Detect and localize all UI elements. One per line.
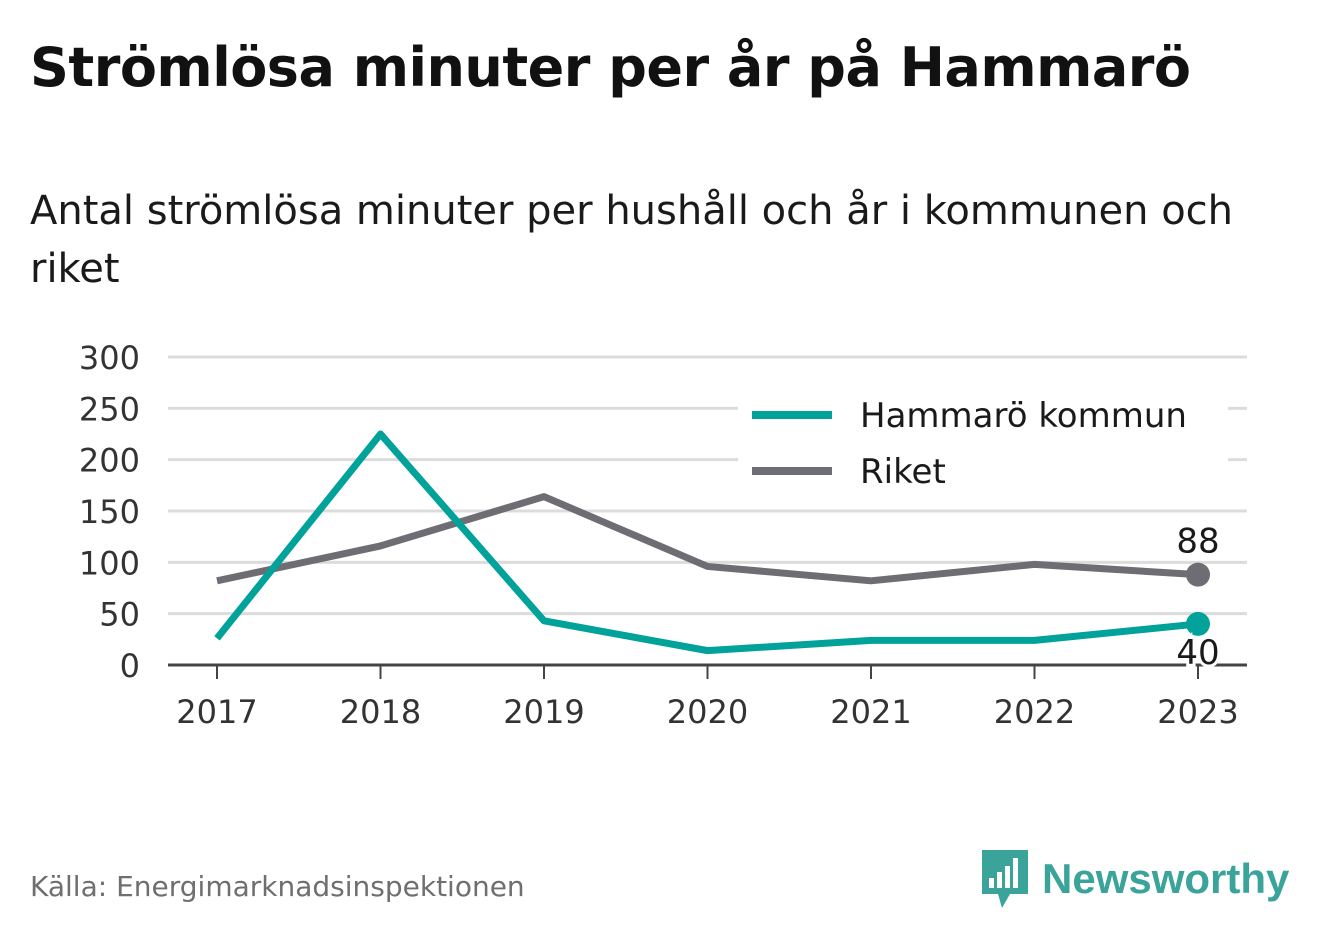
x-axis-ticks: 2017 2018 2019 2020 2021 2022 2023 <box>176 665 1239 731</box>
chart-subtitle: Antal strömlösa minuter per hushåll och … <box>30 188 1234 292</box>
series-line <box>214 430 1199 655</box>
y-tick-label: 200 <box>79 442 140 480</box>
legend: Hammarö kommun Riket <box>738 389 1228 497</box>
legend-label: Riket <box>860 452 946 492</box>
series-end-point <box>1186 562 1210 587</box>
x-tick-label: 2018 <box>340 693 421 731</box>
y-tick-label: 50 <box>99 596 140 634</box>
y-axis-ticks: 0 50 100 150 200 250 300 <box>79 339 140 685</box>
newsworthy-logo-icon <box>982 850 1028 908</box>
legend-label: Hammarö kommun <box>860 396 1187 436</box>
x-tick-label: 2017 <box>176 693 257 731</box>
series-lines: 88 40 <box>214 430 1223 676</box>
y-tick-label: 150 <box>79 493 140 531</box>
x-tick-label: 2022 <box>994 693 1075 731</box>
brand-logo: Newsworthy <box>980 848 1289 910</box>
x-tick-label: 2020 <box>667 693 748 731</box>
chart-title: Strömlösa minuter per år på Hammarö <box>30 36 1191 99</box>
y-tick-label: 250 <box>79 390 140 428</box>
source-note: Källa: Energimarknadsinspektionen <box>30 870 525 903</box>
y-tick-label: 100 <box>79 544 140 582</box>
x-tick-label: 2021 <box>830 693 911 731</box>
data-label: 40 <box>1176 633 1219 673</box>
x-tick-label: 2023 <box>1157 693 1238 731</box>
data-label: 88 <box>1176 522 1219 562</box>
series-line <box>216 493 1199 585</box>
x-tick-label: 2019 <box>503 693 584 731</box>
y-tick-label: 300 <box>79 339 140 377</box>
brand-name: Newsworthy <box>1042 855 1290 902</box>
series-end-point <box>1186 611 1210 636</box>
y-tick-label: 0 <box>120 647 140 685</box>
